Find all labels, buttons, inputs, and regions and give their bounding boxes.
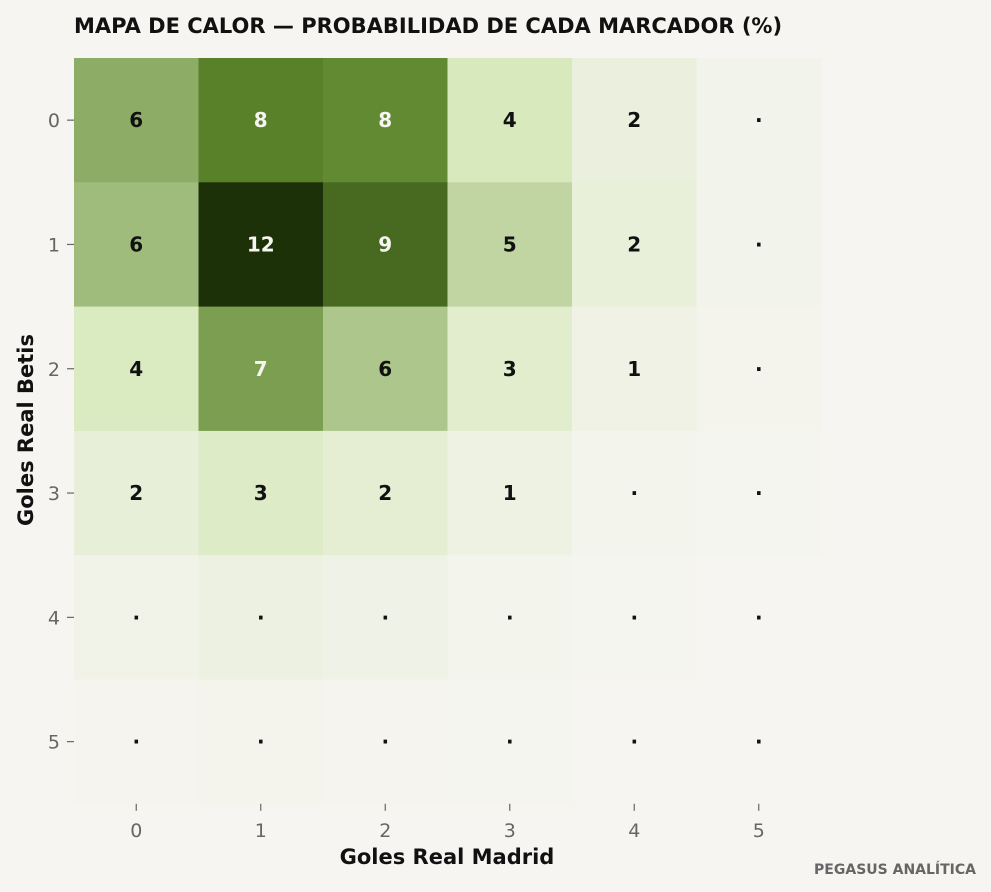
y-tick-label-2: 2: [48, 359, 60, 381]
chart-title: MAPA DE CALOR — PROBABILIDAD DE CADA MAR…: [74, 14, 782, 38]
heatmap-cell-label-r4-c3: ·: [506, 605, 514, 629]
heatmap-cell-r0-c4: [572, 58, 698, 183]
watermark: PEGASUS ANALÍTICA: [814, 861, 976, 878]
heatmap-cell-label-r3-c1: 3: [254, 481, 268, 505]
x-tick-label-3: 3: [504, 820, 516, 842]
x-axis-label: Goles Real Madrid: [340, 845, 555, 869]
y-tick-label-5: 5: [48, 732, 60, 754]
heatmap-cell-r0-c3: [447, 58, 573, 183]
heatmap-cell-label-r2-c1: 7: [254, 357, 268, 381]
heatmap-cell-label-r5-c4: ·: [630, 730, 638, 754]
x-tick-label-4: 4: [628, 820, 640, 842]
x-tick-label-2: 2: [379, 820, 391, 842]
heatmap-cell-r5-c5: [696, 679, 822, 805]
x-tick-label-5: 5: [753, 820, 765, 842]
y-tick-label-4: 4: [48, 607, 60, 629]
heatmap-cell-label-r3-c5: ·: [755, 481, 763, 505]
heatmap-cell-r5-c2: [323, 679, 449, 805]
heatmap-cell-r5-c4: [572, 679, 698, 805]
heatmap-cell-r2-c2: [323, 306, 449, 432]
heatmap-cell-r1-c4: [572, 182, 698, 308]
heatmap-cell-label-r1-c3: 5: [503, 232, 517, 256]
heatmap-cell-r2-c1: [198, 306, 324, 432]
heatmap-cells: [74, 58, 822, 805]
heatmap-cell-r4-c0: [74, 555, 200, 681]
heatmap-cell-label-r5-c0: ·: [132, 730, 140, 754]
heatmap-cell-label-r3-c3: 1: [503, 481, 517, 505]
heatmap-cell-label-r3-c2: 2: [378, 481, 392, 505]
heatmap-cell-label-r0-c3: 4: [503, 108, 517, 132]
heatmap-cell-r2-c3: [447, 306, 573, 432]
y-tick-label-1: 1: [48, 234, 60, 256]
heatmap-cell-r2-c0: [74, 306, 200, 432]
heatmap-cell-label-r5-c2: ·: [381, 730, 389, 754]
heatmap-cell-r0-c5: [696, 58, 822, 183]
y-tick-label-3: 3: [48, 483, 60, 505]
heatmap-cell-labels: 6 8 8 4 2 · 6 12 9 5 2 · 4 7 6 3 1 · 2 3 2 1 · · · · · · · · · · · · · ·: [129, 108, 762, 754]
heatmap-cell-r0-c2: [323, 58, 449, 183]
heatmap-cell-r0-c1: [198, 58, 324, 183]
x-tick-label-0: 0: [130, 820, 142, 842]
heatmap-cell-r5-c3: [447, 679, 573, 805]
heatmap-cell-r3-c1: [198, 430, 324, 556]
heatmap-cell-r3-c2: [323, 430, 449, 556]
heatmap-cell-label-r3-c0: 2: [129, 481, 143, 505]
x-tick-label-1: 1: [255, 820, 267, 842]
heatmap-cell-label-r2-c2: 6: [378, 357, 392, 381]
heatmap-cell-label-r5-c1: ·: [257, 730, 265, 754]
heatmap-cell-r1-c2: [323, 182, 449, 308]
heatmap-cell-r4-c3: [447, 555, 573, 681]
x-axis-ticks: 0 1 2 3 4 5: [130, 803, 765, 842]
heatmap-cell-label-r1-c5: ·: [755, 232, 763, 256]
heatmap-cell-r4-c2: [323, 555, 449, 681]
y-axis-label: Goles Real Betis: [14, 334, 38, 526]
heatmap-cell-r1-c3: [447, 182, 573, 308]
heatmap-cell-label-r1-c4: 2: [627, 232, 641, 256]
heatmap-cell-r4-c5: [696, 555, 822, 681]
heatmap-cell-r1-c1: [198, 182, 324, 308]
heatmap-cell-label-r0-c4: 2: [627, 108, 641, 132]
heatmap-cell-label-r0-c0: 6: [129, 108, 143, 132]
heatmap-cell-label-r2-c3: 3: [503, 357, 517, 381]
heatmap-cell-r3-c3: [447, 430, 573, 556]
heatmap-cell-r4-c4: [572, 555, 698, 681]
heatmap-cell-r4-c1: [198, 555, 324, 681]
heatmap-cell-label-r1-c2: 9: [378, 232, 392, 256]
heatmap-cell-label-r2-c0: 4: [129, 357, 143, 381]
y-axis-ticks: 0 1 2 3 4 5: [48, 110, 74, 754]
heatmap-cell-label-r5-c3: ·: [506, 730, 514, 754]
heatmap-cell-label-r4-c1: ·: [257, 605, 265, 629]
heatmap-cell-r0-c0: [74, 58, 200, 183]
heatmap-cell-r3-c5: [696, 430, 822, 556]
heatmap-cell-label-r4-c2: ·: [381, 605, 389, 629]
heatmap-cell-label-r1-c1: 12: [247, 232, 275, 256]
heatmap-cell-r3-c4: [572, 430, 698, 556]
heatmap-cell-label-r2-c5: ·: [755, 357, 763, 381]
heatmap-cell-label-r4-c4: ·: [630, 605, 638, 629]
heatmap-cell-r5-c0: [74, 679, 200, 805]
heatmap-cell-label-r4-c0: ·: [132, 605, 140, 629]
heatmap-cell-label-r4-c5: ·: [755, 605, 763, 629]
heatmap-cell-label-r2-c4: 1: [627, 357, 641, 381]
heatmap-cell-r1-c0: [74, 182, 200, 308]
heatmap-cell-r1-c5: [696, 182, 822, 308]
y-tick-label-0: 0: [48, 110, 60, 132]
heatmap-cell-label-r3-c4: ·: [630, 481, 638, 505]
heatmap-cell-r2-c4: [572, 306, 698, 432]
heatmap-cell-label-r5-c5: ·: [755, 730, 763, 754]
heatmap-cell-label-r1-c0: 6: [129, 232, 143, 256]
heatmap-cell-label-r0-c2: 8: [378, 108, 392, 132]
heatmap-cell-label-r0-c5: ·: [755, 108, 763, 132]
heatmap-cell-r3-c0: [74, 430, 200, 556]
heatmap-cell-label-r0-c1: 8: [254, 108, 268, 132]
heatmap-cell-r5-c1: [198, 679, 324, 805]
heatmap-cell-r2-c5: [696, 306, 822, 432]
